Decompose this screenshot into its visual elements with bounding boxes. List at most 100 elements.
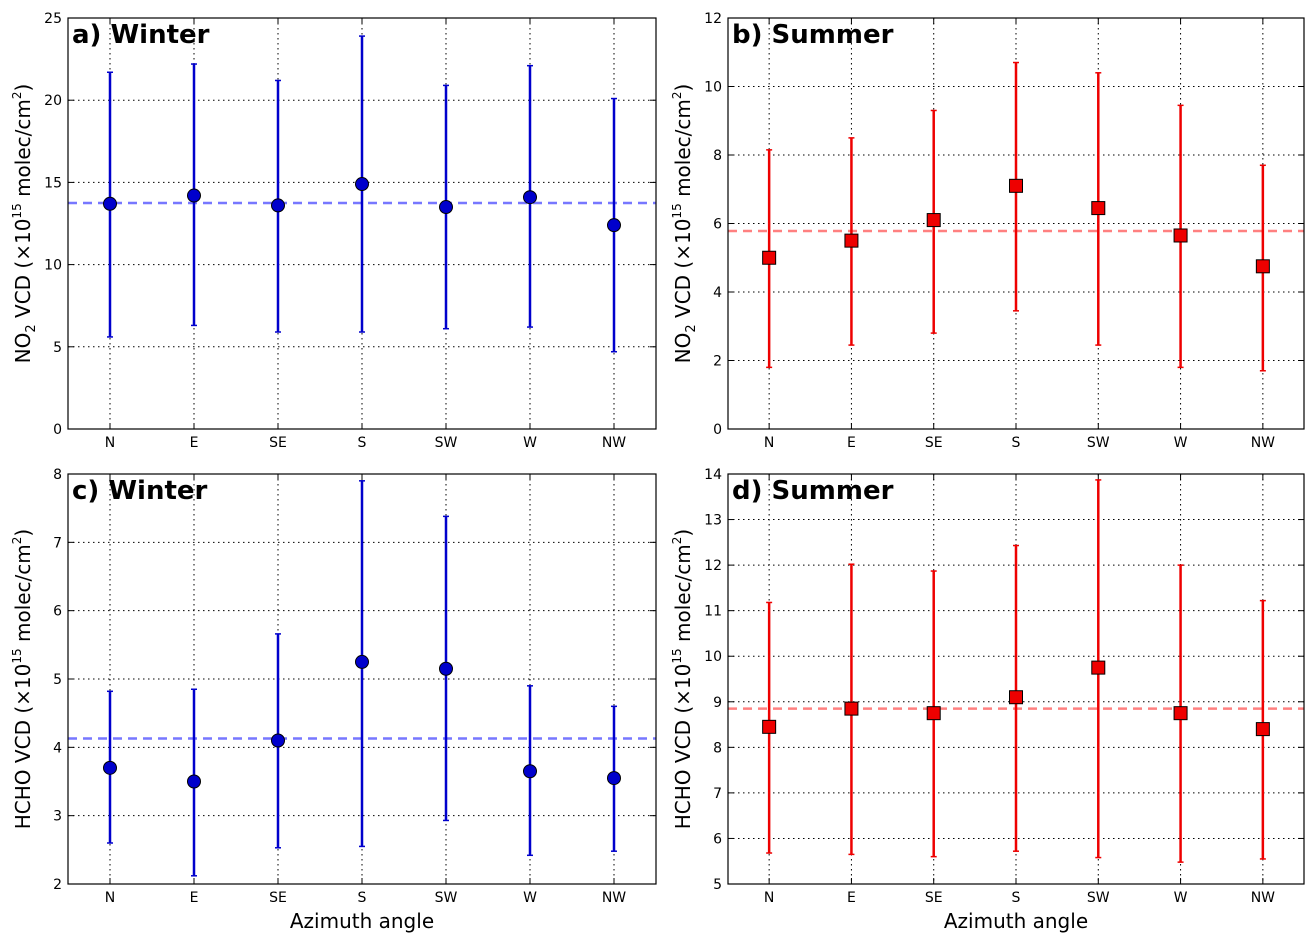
data-point	[844, 233, 859, 248]
y-tick-label: 8	[53, 467, 62, 483]
y-tick-label: 5	[713, 877, 722, 893]
y-axis-title-body: VCD (×10	[11, 664, 35, 770]
y-axis-title: NO2 VCD (×1015 molec/cm2)	[670, 84, 699, 364]
x-tick-label: E	[847, 435, 856, 451]
y-tick-label: 15	[44, 175, 62, 191]
y-axis-title-subscript: 2	[24, 324, 39, 332]
y-tick-label: 11	[704, 604, 722, 620]
data-point	[1173, 228, 1188, 243]
y-axis-title-superscript: 2	[670, 91, 684, 99]
panel-d: 5 6 7 8 9 10 11 12 13 14 N E SE S SW W NW d) Summer HCHO V…	[670, 467, 1305, 933]
x-tick-label: SE	[269, 435, 287, 451]
panel-c: 2 3 4 5 6 7 8 N E SE S SW W NW c) Winter HCHO VCD (×101…	[10, 467, 657, 933]
y-axis-title-units: molec/cm	[11, 99, 35, 203]
y-axis-title-body: VCD (×10	[671, 219, 695, 325]
data-point	[1255, 722, 1270, 737]
x-tick-label: NW	[1251, 435, 1275, 451]
data-point	[607, 771, 621, 786]
data-point	[1009, 690, 1023, 705]
x-tick-label: E	[847, 890, 856, 906]
x-tick-label: SE	[925, 890, 943, 906]
y-axis-title-species: NO	[671, 333, 695, 364]
data-point	[607, 218, 621, 233]
x-tick-label: S	[1012, 435, 1021, 451]
data-point	[271, 733, 285, 748]
data-point	[271, 198, 285, 213]
y-tick-label: 3	[53, 809, 62, 825]
y-axis-title-units: molec/cm	[671, 99, 695, 203]
x-tick-label: W	[1174, 890, 1188, 906]
y-axis-title: NO2 VCD (×1015 molec/cm2)	[10, 84, 39, 364]
y-tick-label: 6	[713, 831, 722, 847]
y-tick-label: 0	[713, 422, 722, 438]
y-tick-label: 6	[53, 604, 62, 620]
y-axis-title-species: HCHO	[11, 769, 35, 829]
x-tick-label: N	[105, 435, 115, 451]
y-tick-label: 12	[704, 11, 722, 27]
y-tick-label: 4	[53, 740, 62, 756]
panel-title: a) Winter	[72, 20, 210, 50]
x-tick-label: W	[523, 890, 537, 906]
y-axis-title-units: molec/cm	[671, 544, 695, 648]
y-tick-label: 14	[704, 467, 722, 483]
data-point	[1091, 201, 1106, 216]
y-axis-title-end: )	[11, 84, 35, 92]
y-tick-label: 13	[704, 513, 722, 529]
y-tick-label: 5	[53, 340, 62, 356]
data-point	[439, 200, 453, 215]
y-tick-label: 0	[53, 422, 62, 438]
data-point	[103, 760, 117, 775]
data-point	[439, 661, 453, 676]
y-tick-label: 5	[53, 672, 62, 688]
y-axis-title-species: HCHO	[671, 769, 695, 829]
y-tick-label: 8	[713, 148, 722, 164]
y-axis-title-subscript: 2	[684, 324, 699, 332]
y-axis-title-superscript: 15	[10, 648, 24, 663]
y-axis-title-body: VCD (×10	[671, 664, 695, 770]
x-tick-label: SW	[435, 435, 458, 451]
y-axis-title-end: )	[671, 84, 695, 92]
y-axis-title: HCHO VCD (×1015 molec/cm2)	[670, 529, 695, 829]
x-tick-label: NW	[602, 890, 626, 906]
x-axis-title: Azimuth angle	[290, 909, 434, 933]
y-axis-title-end: )	[11, 529, 35, 537]
y-tick-label: 2	[713, 354, 722, 370]
y-axis-title-superscript: 2	[670, 537, 684, 545]
y-tick-label: 10	[704, 649, 722, 665]
y-axis-title-species: NO	[11, 333, 35, 364]
x-tick-label: S	[358, 890, 367, 906]
y-tick-label: 7	[713, 786, 722, 802]
data-point	[844, 701, 859, 716]
x-tick-label: N	[764, 890, 774, 906]
x-tick-label: E	[190, 890, 199, 906]
x-axis-title: Azimuth angle	[944, 909, 1088, 933]
data-point	[523, 764, 537, 779]
x-tick-label: N	[105, 890, 115, 906]
data-point	[762, 250, 777, 265]
y-tick-label: 25	[44, 11, 62, 27]
panel-title: c) Winter	[72, 476, 208, 506]
data-point	[1009, 178, 1023, 193]
data-point	[523, 190, 537, 205]
x-tick-label: W	[523, 435, 537, 451]
y-axis-title-superscript: 15	[670, 648, 684, 663]
x-tick-label: NW	[602, 435, 626, 451]
data-point	[1255, 259, 1270, 274]
y-axis-title: HCHO VCD (×1015 molec/cm2)	[10, 529, 35, 829]
data-point	[187, 188, 201, 203]
y-tick-label: 12	[704, 558, 722, 574]
y-tick-label: 4	[713, 285, 722, 301]
y-tick-label: 8	[713, 740, 722, 756]
y-axis-title-body: VCD (×10	[11, 219, 35, 325]
y-axis-title-superscript: 15	[670, 203, 684, 218]
data-point	[1173, 706, 1188, 721]
y-tick-label: 9	[713, 695, 722, 711]
data-point	[1091, 660, 1106, 675]
x-tick-label: SE	[925, 435, 943, 451]
y-tick-label: 20	[44, 93, 62, 109]
y-tick-label: 7	[53, 535, 62, 551]
x-tick-label: NW	[1251, 890, 1275, 906]
